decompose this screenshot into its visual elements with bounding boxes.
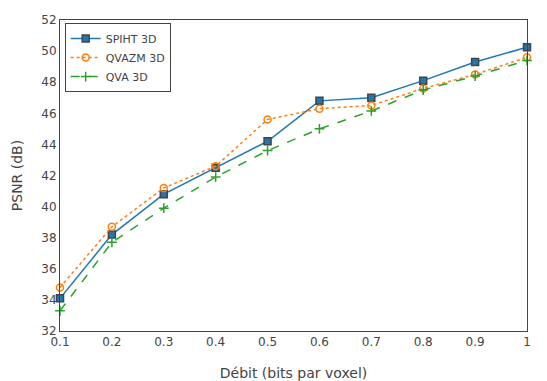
- svg-text:0.3: 0.3: [154, 335, 173, 349]
- svg-text:42: 42: [41, 169, 56, 183]
- svg-text:0.5: 0.5: [258, 335, 277, 349]
- svg-text:0.1: 0.1: [50, 335, 69, 349]
- svg-text:34: 34: [41, 293, 56, 307]
- svg-text:0.4: 0.4: [206, 335, 225, 349]
- svg-text:Débit (bits par voxel): Débit (bits par voxel): [220, 365, 368, 381]
- svg-text:0.6: 0.6: [310, 335, 329, 349]
- svg-text:46: 46: [41, 107, 56, 121]
- svg-text:PSNR (dB): PSNR (dB): [9, 140, 25, 211]
- svg-text:44: 44: [41, 138, 56, 152]
- svg-text:0.7: 0.7: [362, 335, 381, 349]
- svg-text:QVA 3D: QVA 3D: [106, 71, 148, 84]
- svg-text:1: 1: [523, 335, 531, 349]
- svg-text:QVAZM 3D: QVAZM 3D: [106, 52, 165, 65]
- svg-text:0.8: 0.8: [414, 335, 433, 349]
- svg-text:50: 50: [41, 44, 56, 58]
- svg-text:38: 38: [41, 231, 56, 245]
- svg-text:52: 52: [41, 13, 56, 27]
- svg-text:0.9: 0.9: [466, 335, 485, 349]
- svg-text:0.2: 0.2: [102, 335, 121, 349]
- svg-text:48: 48: [41, 75, 56, 89]
- svg-text:36: 36: [41, 262, 56, 276]
- svg-text:32: 32: [41, 324, 56, 338]
- svg-text:SPIHT 3D: SPIHT 3D: [106, 33, 157, 46]
- svg-text:40: 40: [41, 200, 56, 214]
